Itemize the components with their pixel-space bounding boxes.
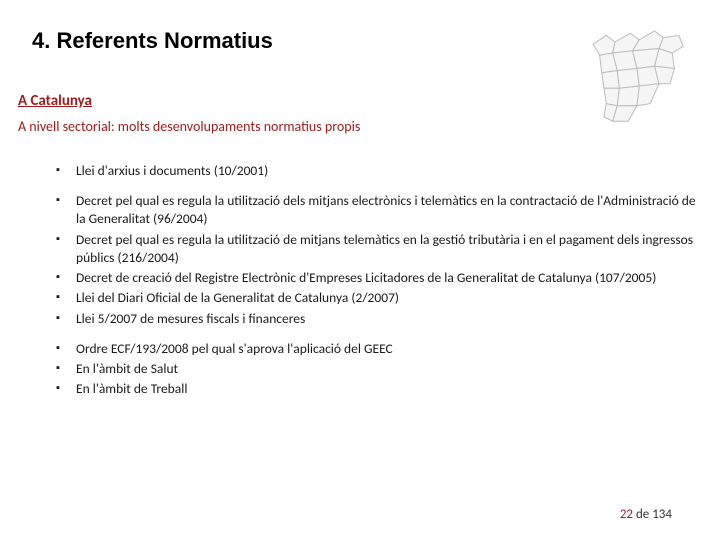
list-item-text: Decret pel qual es regula la utilització… [76, 192, 696, 228]
list-item: ▪En l'àmbit de Treball [56, 380, 696, 398]
bullet-icon: ▪ [56, 162, 76, 180]
page-total: 134 [652, 507, 672, 522]
bullet-icon: ▪ [56, 269, 76, 287]
bullet-icon: ▪ [56, 231, 76, 267]
list-item: ▪Ordre ECF/193/2008 pel qual s'aprova l'… [56, 340, 696, 358]
bullet-icon: ▪ [56, 360, 76, 378]
list-item-text: Llei 5/2007 de mesures fiscals i finance… [76, 310, 696, 328]
page-sep: de [633, 507, 652, 522]
slide-heading: 4. Referents Normatius [32, 28, 273, 54]
bullet-icon: ▪ [56, 380, 76, 398]
section-subheading: A Catalunya [18, 92, 92, 110]
bullet-group: ▪Ordre ECF/193/2008 pel qual s'aprova l'… [56, 340, 696, 399]
list-item-text: Decret pel qual es regula la utilització… [76, 231, 696, 267]
bullet-icon: ▪ [56, 310, 76, 328]
list-item: ▪En l'àmbit de Salut [56, 360, 696, 378]
page-current: 22 [620, 507, 633, 522]
catalonia-map-icon [582, 20, 692, 130]
bullet-icon: ▪ [56, 340, 76, 358]
bullet-list: ▪Llei d'arxius i documents (10/2001)▪Dec… [56, 162, 696, 410]
list-item: ▪Decret de creació del Registre Electròn… [56, 269, 696, 287]
list-item-text: En l'àmbit de Salut [76, 360, 696, 378]
page-number: 22 de 134 [620, 507, 672, 522]
section-tagline: A nivell sectorial: molts desenvolupamen… [18, 118, 360, 135]
list-item-text: Ordre ECF/193/2008 pel qual s'aprova l'a… [76, 340, 696, 358]
bullet-icon: ▪ [56, 192, 76, 228]
bullet-icon: ▪ [56, 289, 76, 307]
list-item: ▪Llei d'arxius i documents (10/2001) [56, 162, 696, 180]
bullet-group: ▪Llei d'arxius i documents (10/2001) [56, 162, 696, 180]
list-item-text: Llei d'arxius i documents (10/2001) [76, 162, 696, 180]
list-item-text: En l'àmbit de Treball [76, 380, 696, 398]
list-item-text: Decret de creació del Registre Electròni… [76, 269, 696, 287]
list-item: ▪Decret pel qual es regula la utilitzaci… [56, 231, 696, 267]
list-item-text: Llei del Diari Oficial de la Generalitat… [76, 289, 696, 307]
list-item: ▪Llei 5/2007 de mesures fiscals i financ… [56, 310, 696, 328]
list-item: ▪Decret pel qual es regula la utilitzaci… [56, 192, 696, 228]
bullet-group: ▪Decret pel qual es regula la utilitzaci… [56, 192, 696, 328]
list-item: ▪Llei del Diari Oficial de la Generalita… [56, 289, 696, 307]
